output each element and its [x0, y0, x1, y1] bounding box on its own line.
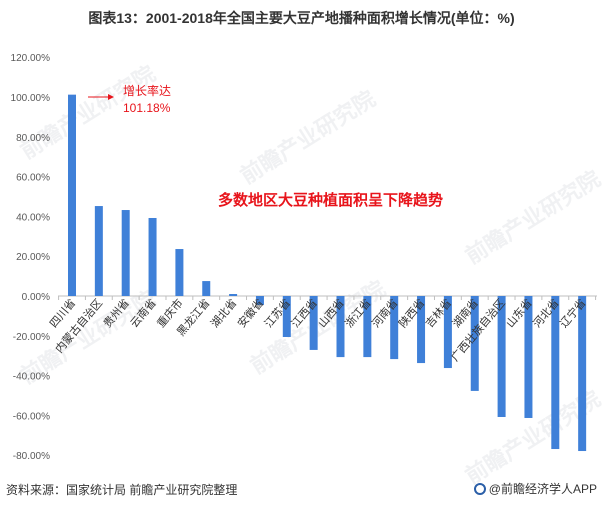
x-tick-label: 云南省: [128, 297, 159, 331]
bar: [336, 296, 345, 358]
y-tick-label: -40.00%: [13, 372, 50, 383]
bar: [255, 296, 264, 305]
bar: [497, 296, 506, 417]
y-tick-label: 80.00%: [16, 133, 50, 144]
bar: [202, 281, 211, 296]
y-tick-label: -60.00%: [13, 411, 50, 422]
bar: [390, 296, 399, 360]
bar: [417, 296, 426, 364]
bar: [443, 296, 452, 369]
brand-logo-icon: [473, 482, 486, 495]
bar: [121, 210, 130, 296]
annotation-value: 101.18%: [123, 101, 171, 115]
y-tick-label: 20.00%: [16, 252, 50, 263]
bar: [94, 206, 103, 296]
y-tick-label: -80.00%: [13, 451, 50, 462]
brand-text: @前瞻经济学人APP: [488, 482, 597, 496]
callout-text: 多数地区大豆种植面积呈下降趋势: [218, 192, 444, 209]
bar: [68, 94, 76, 297]
bar: [309, 296, 318, 350]
annotation-label: 增长率达: [123, 84, 172, 98]
bar: [175, 249, 184, 296]
x-tick-label: 湖北省: [208, 297, 239, 331]
y-tick-label: 40.00%: [16, 212, 50, 223]
x-tick-label: 贵州省: [101, 297, 132, 331]
bar: [470, 296, 479, 391]
bar: [363, 296, 372, 358]
chart-title: 图表13：2001-2018年全国主要大豆产地播种面积增长情况(单位：%): [88, 10, 515, 26]
bar: [524, 296, 533, 418]
bar: [229, 294, 238, 296]
bar: [282, 296, 291, 337]
y-tick-label: 0.00%: [22, 292, 50, 303]
y-tick-label: 100.00%: [11, 93, 51, 104]
y-tick-label: -20.00%: [13, 332, 50, 343]
y-tick-label: 120.00%: [11, 53, 51, 64]
bar: [148, 217, 157, 296]
bar: [551, 296, 560, 450]
x-tick-label: 安徽省: [234, 296, 266, 330]
y-tick-label: 60.00%: [16, 173, 50, 184]
brand-credit: @前瞻经济学人APP: [473, 480, 597, 497]
source-note: 资料来源：国家统计局 前瞻产业研究院整理: [6, 483, 238, 497]
bar: [578, 296, 587, 452]
